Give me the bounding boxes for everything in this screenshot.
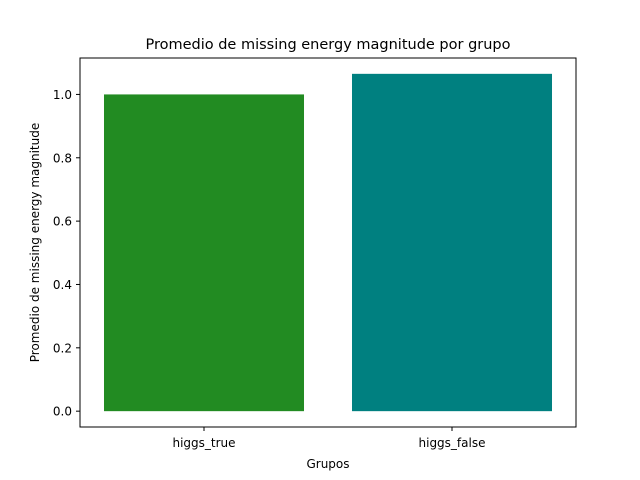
y-axis-ticks: 0.0 0.2 0.4 0.6 0.8 1.0 [53,88,80,419]
y-tick-label: 0.0 [53,405,72,419]
plot-area-frame [79,57,577,428]
y-tick-label: 0.8 [53,151,72,165]
y-tick-label: 1.0 [53,88,72,102]
x-axis-ticks: higgs_true higgs_false [172,427,485,450]
x-tick-label: higgs_true [172,436,235,450]
y-tick-label: 0.4 [53,278,72,292]
bar-higgs_true [103,94,305,412]
x-axis-label: Grupos [306,457,349,471]
y-axis-label: Promedio de missing energy magnitude [28,123,42,362]
y-tick-label: 0.6 [53,215,72,229]
bar-higgs_false [351,73,553,412]
x-tick-label: higgs_false [419,436,486,450]
chart-title: Promedio de missing energy magnitude por… [145,37,510,53]
y-tick-label: 0.2 [53,341,72,355]
bars-group [103,73,553,412]
